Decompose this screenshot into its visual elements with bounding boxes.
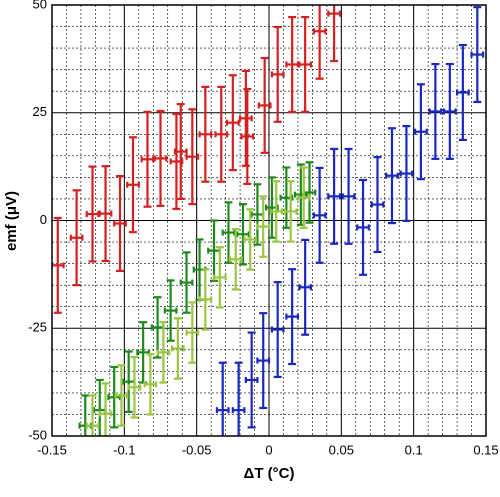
error-point	[179, 251, 194, 314]
error-point	[240, 87, 255, 185]
y-axis-label: emf (μV)	[3, 191, 20, 251]
error-point	[126, 136, 140, 234]
error-point	[98, 382, 113, 436]
x-tick-label: -0.15	[37, 442, 67, 457]
error-point	[170, 317, 185, 380]
error-point	[341, 147, 356, 245]
error-point	[212, 246, 227, 309]
error-point	[231, 361, 246, 436]
error-point	[52, 216, 65, 314]
error-point	[173, 103, 188, 201]
error-point	[356, 178, 370, 276]
grid	[51, 4, 487, 437]
error-point	[327, 5, 341, 63]
error-point	[114, 364, 129, 427]
plot-frame	[51, 4, 487, 437]
error-point	[143, 353, 158, 416]
error-point	[285, 15, 300, 113]
error-point	[296, 166, 311, 229]
x-tick-label: 0.05	[329, 442, 354, 457]
error-point	[270, 281, 285, 379]
error-point	[244, 331, 259, 429]
error-point	[113, 175, 127, 273]
error-point	[270, 25, 285, 123]
y-tick-label: 0	[40, 212, 47, 227]
error-point	[185, 108, 200, 206]
y-tick-label: -25	[28, 320, 47, 335]
error-point	[198, 85, 213, 183]
error-point	[298, 238, 313, 336]
error-point	[107, 365, 122, 429]
error-point	[185, 301, 200, 364]
error-point	[153, 109, 168, 207]
error-point	[140, 110, 155, 208]
y-tick-label: -50	[28, 427, 47, 442]
error-point	[92, 378, 107, 436]
error-point	[370, 156, 385, 254]
error-point	[214, 85, 229, 183]
error-point	[236, 203, 250, 266]
error-point	[163, 279, 178, 342]
x-tick-label: 0.15	[473, 442, 498, 457]
error-point	[285, 268, 300, 366]
error-point	[238, 69, 253, 167]
error-point	[312, 166, 327, 264]
error-point	[215, 361, 230, 436]
error-point	[428, 62, 443, 160]
data-layer	[52, 5, 485, 436]
y-tick-label: 50	[33, 0, 47, 11]
error-point	[455, 43, 470, 142]
error-point	[98, 165, 113, 263]
x-tick-label: 0	[265, 442, 272, 457]
error-point	[221, 201, 236, 264]
x-tick-label: -0.05	[182, 442, 212, 457]
error-point	[269, 180, 284, 243]
error-point	[198, 268, 213, 331]
error-point	[399, 125, 414, 223]
error-point	[385, 127, 399, 225]
error-point	[257, 56, 272, 154]
x-tick-label: 0.1	[405, 442, 423, 457]
error-point	[283, 180, 298, 243]
error-point	[312, 5, 327, 80]
error-point	[256, 312, 271, 410]
x-axis-label: ΔT (°C)	[244, 465, 295, 482]
error-point	[85, 394, 100, 436]
error-point	[85, 165, 100, 263]
error-point	[256, 195, 271, 258]
error-point	[228, 228, 243, 291]
error-point	[470, 6, 485, 104]
error-point	[69, 189, 84, 287]
error-point	[442, 62, 457, 160]
error-point	[414, 83, 428, 181]
error-point	[156, 321, 171, 384]
y-tick-label: 25	[33, 104, 47, 119]
error-point	[298, 15, 313, 113]
error-point	[243, 208, 258, 271]
error-point	[327, 147, 341, 245]
x-tick-label: -0.1	[113, 442, 135, 457]
error-point	[127, 356, 142, 419]
error-point	[225, 74, 240, 172]
error-point	[78, 394, 93, 436]
